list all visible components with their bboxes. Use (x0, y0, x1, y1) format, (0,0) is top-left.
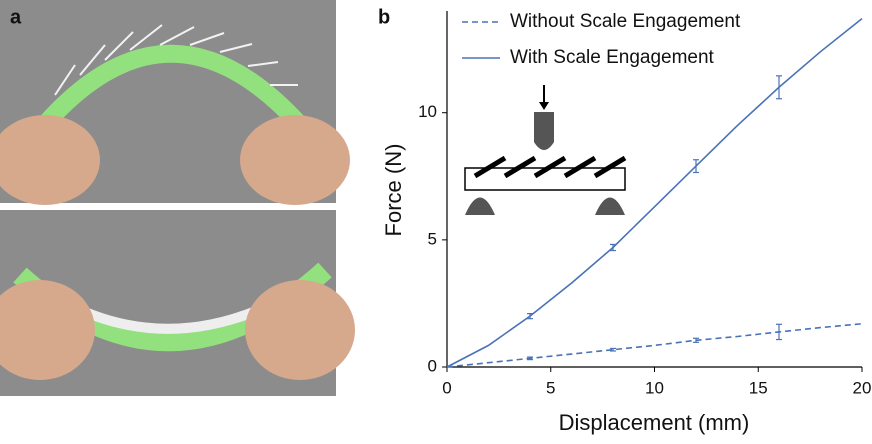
x-tick-label: 0 (442, 378, 451, 397)
x-tick-label: 20 (853, 378, 872, 397)
support (465, 198, 495, 216)
x-axis-title: Displacement (mm) (559, 410, 750, 435)
error-bar (693, 160, 699, 173)
photo-top (0, 0, 350, 205)
legend-label: Without Scale Engagement (510, 11, 741, 32)
x-tick-label: 10 (645, 378, 664, 397)
y-tick-label: 10 (418, 102, 437, 121)
series-line (447, 19, 862, 367)
hand (245, 280, 355, 380)
inset-schematic (465, 85, 625, 215)
arrow-head (539, 102, 549, 110)
y-tick-label: 5 (428, 229, 437, 248)
support (595, 198, 625, 216)
panel-label: a (10, 6, 22, 28)
x-tick-label: 15 (749, 378, 768, 397)
legend-label: With Scale Engagement (510, 47, 715, 68)
figure: a b Force (N) Displacement (mm) 0 5 10 15 20… (0, 0, 872, 439)
panel-label: b (378, 6, 390, 28)
error-bar (776, 76, 782, 99)
indenter (534, 112, 554, 150)
y-tick-label: 0 (428, 356, 437, 375)
photo-bottom (0, 210, 355, 396)
x-tick-label: 5 (546, 378, 555, 397)
hand (240, 115, 350, 205)
y-axis-title: Force (N) (381, 144, 406, 237)
